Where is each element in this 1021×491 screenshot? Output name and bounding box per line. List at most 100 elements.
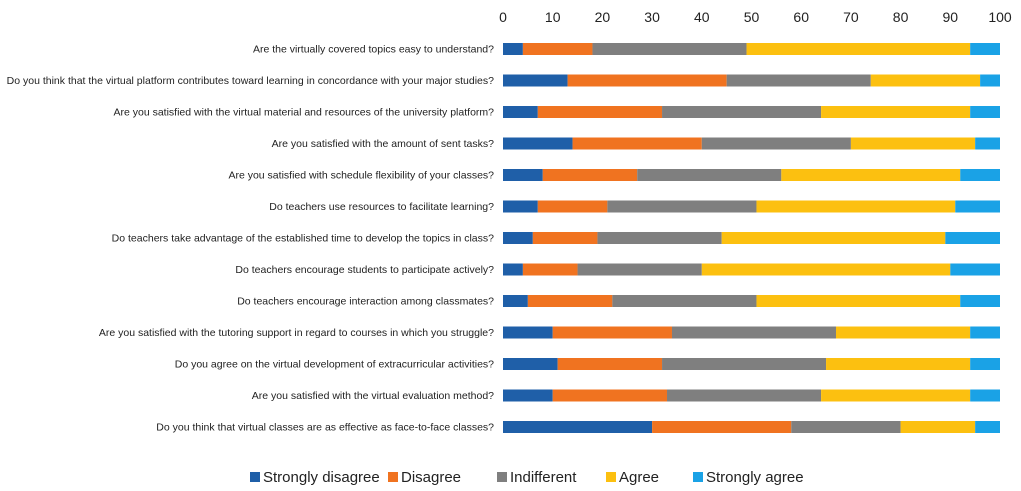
bar-segment-agree bbox=[701, 263, 951, 276]
bar-segment-indifferent bbox=[667, 389, 822, 402]
bar-segment-strongly-disagree bbox=[503, 232, 533, 244]
category-label: Do teachers take advantage of the establ… bbox=[112, 233, 494, 245]
bar-segment-disagree bbox=[552, 389, 668, 402]
bar-segment-strongly-disagree bbox=[503, 358, 558, 370]
x-tick-label: 50 bbox=[744, 9, 760, 25]
legend-swatch bbox=[388, 472, 398, 482]
legend: Strongly disagree Disagree Indifferent Agre… bbox=[250, 469, 804, 486]
category-label: Do you think that the virtual platform c… bbox=[7, 75, 494, 87]
legend-label: Agree bbox=[619, 469, 659, 486]
x-tick-label: 10 bbox=[545, 9, 561, 25]
bar-segment-agree bbox=[850, 137, 976, 150]
bar-segment-indifferent bbox=[662, 358, 827, 370]
bar-segment-agree bbox=[746, 43, 971, 55]
bar-segment-strongly-agree bbox=[960, 295, 1000, 307]
bar-segment-agree bbox=[821, 389, 971, 402]
bar-segment-agree bbox=[870, 74, 981, 87]
x-tick-label: 70 bbox=[843, 9, 859, 25]
category-label: Are the virtually covered topics easy to… bbox=[253, 44, 494, 56]
x-tick-label: 60 bbox=[793, 9, 809, 25]
bar-segment-disagree bbox=[527, 295, 613, 307]
bar-segment-indifferent bbox=[612, 295, 757, 307]
bar-segment-strongly-disagree bbox=[503, 326, 553, 339]
bar-segment-strongly-agree bbox=[945, 232, 1000, 244]
bar-segment-agree bbox=[721, 232, 946, 244]
bar-segment-disagree bbox=[552, 326, 672, 339]
bar-segment-disagree bbox=[557, 358, 663, 370]
legend-swatch bbox=[693, 472, 703, 482]
category-label: Do teachers encourage students to partic… bbox=[235, 264, 494, 276]
bar-segment-indifferent bbox=[592, 43, 747, 55]
bar-segment-strongly-agree bbox=[975, 137, 1000, 150]
bar-segment-strongly-disagree bbox=[503, 106, 538, 118]
bar-segment-strongly-disagree bbox=[503, 421, 653, 433]
bar-segment-strongly-disagree bbox=[503, 169, 543, 181]
bar-segment-indifferent bbox=[671, 326, 836, 339]
x-tick-label: 0 bbox=[499, 9, 507, 25]
category-label: Do teachers encourage interaction among … bbox=[237, 296, 494, 308]
legend-label: Disagree bbox=[401, 469, 461, 486]
x-tick-label: 40 bbox=[694, 9, 710, 25]
bar-segment-strongly-agree bbox=[970, 106, 1000, 118]
bar-segment-disagree bbox=[537, 200, 608, 213]
category-label: Do you think that virtual classes are as… bbox=[156, 422, 494, 434]
bar-segment-agree bbox=[900, 421, 976, 433]
bar-segment-disagree bbox=[567, 74, 727, 87]
bar-segment-indifferent bbox=[791, 421, 901, 433]
bar-segment-strongly-disagree bbox=[503, 200, 538, 213]
bar-segment-disagree bbox=[542, 169, 638, 181]
bar-segment-strongly-disagree bbox=[503, 43, 523, 55]
bar-segment-indifferent bbox=[701, 137, 851, 150]
bar-segment-strongly-agree bbox=[970, 43, 1000, 55]
bar-segment-agree bbox=[756, 200, 956, 213]
category-label: Do teachers use resources to facilitate … bbox=[269, 201, 494, 213]
bar-segment-indifferent bbox=[577, 263, 702, 276]
category-label: Are you satisfied with schedule flexibil… bbox=[228, 170, 494, 182]
category-labels: Are the virtually covered topics easy to… bbox=[7, 44, 495, 434]
legend-label: Strongly agree bbox=[706, 469, 804, 486]
category-label: Are you satisfied with the amount of sen… bbox=[272, 138, 495, 150]
legend-swatch bbox=[606, 472, 616, 482]
bar-segment-agree bbox=[821, 106, 971, 118]
bar-segment-disagree bbox=[522, 263, 578, 276]
bar-segment-strongly-agree bbox=[970, 389, 1000, 402]
x-tick-label: 30 bbox=[644, 9, 660, 25]
x-tick-label: 20 bbox=[595, 9, 611, 25]
bar-segment-disagree bbox=[522, 43, 593, 55]
bar-segment-agree bbox=[781, 169, 961, 181]
category-label: Are you satisfied with the virtual mater… bbox=[113, 107, 494, 119]
bar-segment-strongly-agree bbox=[950, 263, 1000, 276]
legend-label: Indifferent bbox=[510, 469, 577, 486]
bar-segment-strongly-disagree bbox=[503, 74, 568, 87]
legend-label: Strongly disagree bbox=[263, 469, 380, 486]
bar-segment-disagree bbox=[652, 421, 792, 433]
bar-segment-agree bbox=[835, 326, 971, 339]
bar-segment-indifferent bbox=[726, 74, 871, 87]
x-tick-label: 80 bbox=[893, 9, 909, 25]
bar-segment-strongly-agree bbox=[970, 326, 1000, 339]
x-tick-label: 90 bbox=[943, 9, 959, 25]
bar-segment-strongly-agree bbox=[960, 169, 1000, 181]
legend-swatch bbox=[250, 472, 260, 482]
bar-segment-strongly-disagree bbox=[503, 295, 528, 307]
category-label: Are you satisfied with the tutoring supp… bbox=[99, 327, 494, 339]
legend-swatch bbox=[497, 472, 507, 482]
bar-segment-strongly-agree bbox=[970, 358, 1000, 370]
bar-segment-indifferent bbox=[662, 106, 822, 118]
bars bbox=[503, 43, 1000, 433]
bar-segment-strongly-agree bbox=[975, 421, 1000, 433]
bar-segment-disagree bbox=[532, 232, 598, 244]
x-axis-ticks: 0 10 20 30 40 50 60 70 80 90 100 bbox=[499, 9, 1012, 25]
bar-segment-strongly-disagree bbox=[503, 389, 553, 402]
bar-segment-strongly-agree bbox=[955, 200, 1000, 213]
bar-segment-indifferent bbox=[597, 232, 722, 244]
bar-segment-strongly-agree bbox=[980, 74, 1000, 87]
bar-segment-strongly-disagree bbox=[503, 137, 573, 150]
x-tick-label: 100 bbox=[988, 9, 1012, 25]
bar-segment-disagree bbox=[537, 106, 663, 118]
bar-segment-agree bbox=[826, 358, 971, 370]
category-label: Do you agree on the virtual development … bbox=[175, 359, 494, 371]
bar-segment-disagree bbox=[572, 137, 702, 150]
bar-segment-indifferent bbox=[607, 200, 757, 213]
